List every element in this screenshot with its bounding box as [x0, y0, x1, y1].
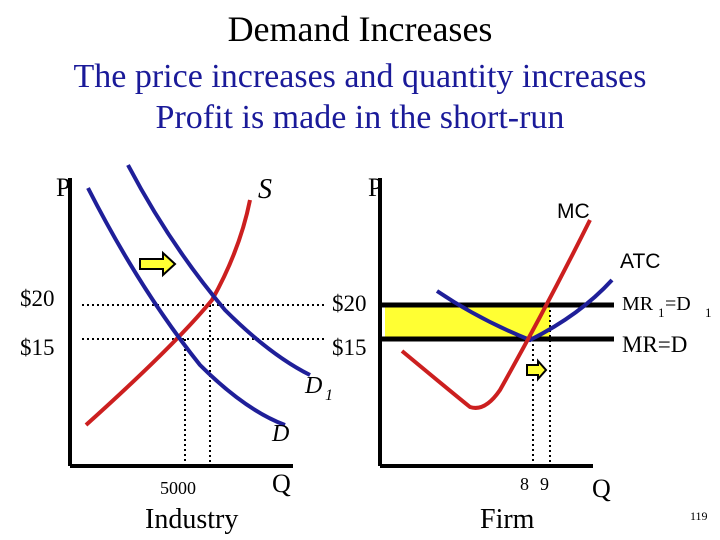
- industry-price-high-label: $20: [20, 286, 55, 311]
- firm-graph-label: Firm: [480, 504, 535, 535]
- industry-demand-new-label: D: [304, 373, 322, 399]
- industry-demand-new-curve: [126, 164, 311, 377]
- firm-mr-label: MR=D: [622, 332, 687, 357]
- firm-quantity-8-label: 8: [520, 474, 529, 494]
- slide-subtitle-line-2: Profit is made in the short-run: [155, 99, 565, 136]
- firm-price-low-label: $15: [332, 335, 367, 360]
- slide-subtitle-line-1: The price increases and quantity increas…: [73, 58, 647, 95]
- firm-price-high-label: $20: [332, 291, 367, 316]
- firm-axis-p-label: P: [368, 173, 382, 202]
- firm-graph: P MC ATC $20 $15 MR 1 =D 1 MR=D 8 9 Q Fi…: [332, 173, 712, 535]
- industry-graph: P S $20 $15 D 1 D 5000 Q Industry: [20, 164, 333, 535]
- firm-mr1-sub: 1: [658, 305, 665, 320]
- firm-mr1-sub2: 1: [705, 305, 712, 320]
- firm-atc-curve: [435, 278, 614, 343]
- industry-price-low-label: $15: [20, 335, 55, 360]
- firm-axis-q-label: Q: [592, 474, 611, 503]
- firm-mr1-label-b: =D: [665, 293, 691, 315]
- firm-mc-curve: [400, 219, 592, 410]
- industry-supply-curve: [84, 199, 252, 427]
- industry-axis-p-label: P: [56, 173, 70, 202]
- slide-title: Demand Increases: [227, 9, 493, 49]
- industry-demand-new-subscript: 1: [325, 387, 333, 404]
- industry-quantity-value: 5000: [160, 478, 196, 498]
- firm-quantity-9-label: 9: [540, 474, 549, 494]
- firm-atc-label: ATC: [620, 250, 660, 273]
- demand-shift-arrow-icon: [139, 250, 177, 278]
- industry-supply-label: S: [258, 174, 272, 205]
- industry-demand-label: D: [271, 421, 289, 447]
- firm-mc-label: MC: [557, 200, 590, 223]
- slide-number: 119: [690, 509, 708, 523]
- firm-shift-arrow-icon: [526, 358, 548, 382]
- industry-demand-curve: [86, 187, 286, 427]
- firm-mr1-label-a: MR: [622, 293, 654, 315]
- industry-graph-label: Industry: [145, 504, 238, 535]
- industry-axis-q-label: Q: [272, 469, 291, 498]
